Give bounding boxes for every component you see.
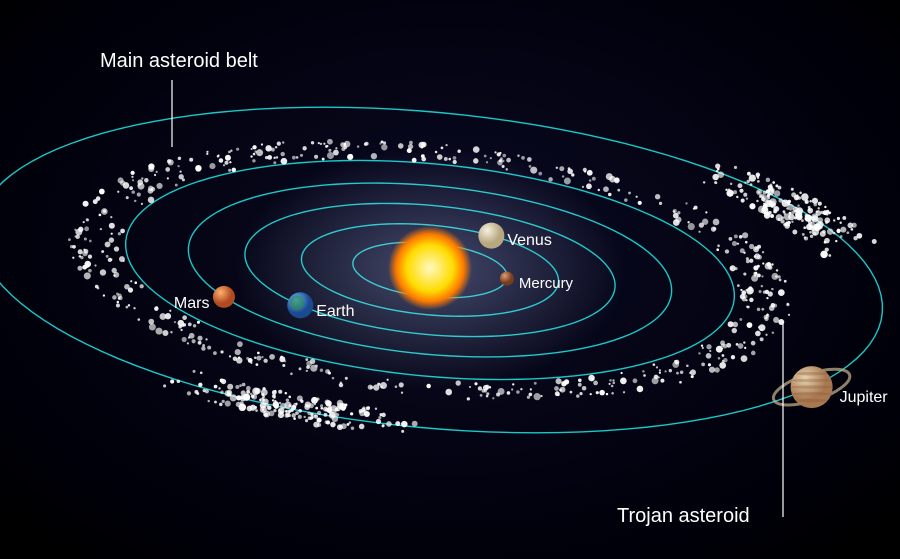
annotation-0: Main asteroid belt <box>100 50 258 73</box>
planet-mars <box>213 286 235 308</box>
diagram-svg <box>0 0 900 559</box>
planet-mercury <box>500 272 514 286</box>
planet-venus <box>478 223 504 249</box>
label-earth: Earth <box>316 303 354 321</box>
label-mercury: Mercury <box>519 275 573 292</box>
annotation-1: Trojan asteroid <box>617 505 750 528</box>
planet-earth <box>287 292 313 318</box>
trojan-cluster <box>703 164 877 259</box>
label-venus: Venus <box>507 232 551 250</box>
solar-system-diagram: Mercury Venus Earth Mars Jupiter Main asteroi… <box>0 0 900 559</box>
label-jupiter: Jupiter <box>840 389 888 407</box>
sun <box>388 226 472 310</box>
label-mars: Mars <box>174 295 210 313</box>
